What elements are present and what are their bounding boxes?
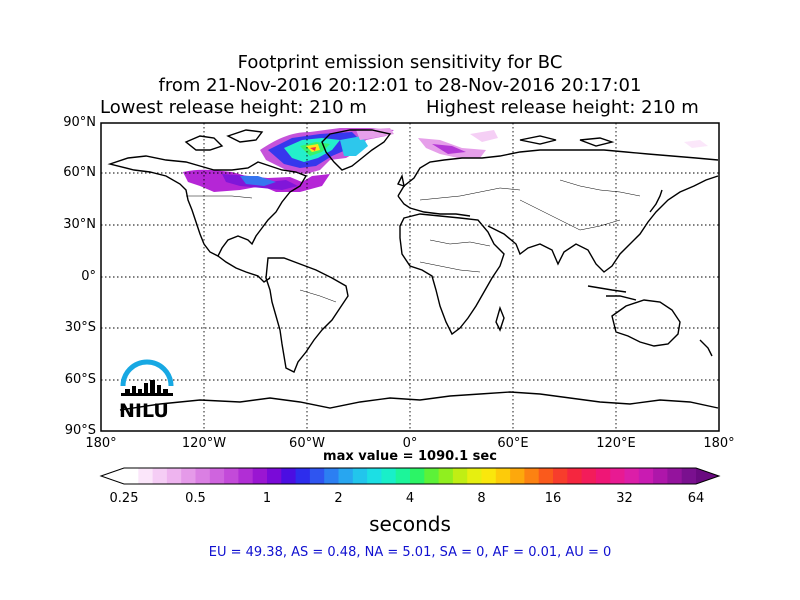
nilu-logo-text: NILU (119, 400, 169, 422)
colorbar-swatch (624, 468, 640, 484)
colorbar-swatch (467, 468, 482, 484)
colorbar-swatch (524, 468, 540, 484)
colorbar-swatch (410, 468, 425, 484)
colorbar-swatch (138, 468, 154, 484)
max-value-label: max value = 1090.1 sec (323, 449, 497, 464)
colorbar-swatch (352, 468, 368, 484)
colorbar-swatch (424, 468, 440, 484)
colorbar-swatch (181, 468, 196, 484)
colorbar-swatch (124, 468, 139, 484)
lat-label-30n: 30°N (63, 217, 96, 232)
colorbar-swatch (638, 468, 654, 484)
colorbar-swatch (152, 468, 168, 484)
lon-label-180w: 180° (85, 436, 117, 451)
colorbar-swatch (209, 468, 225, 484)
colorbar-swatch (324, 468, 339, 484)
colorbar-tick-label: 32 (616, 491, 633, 506)
colorbar-swatch (452, 468, 468, 484)
lat-label-30s: 30°S (64, 320, 96, 335)
colorbar-tick-label: 0.5 (185, 491, 206, 506)
colorbar-swatch (510, 468, 525, 484)
lon-label-0: 0° (402, 436, 418, 451)
lat-label-90s: 90°S (64, 423, 96, 438)
lat-label-60s: 60°S (64, 372, 96, 387)
colorbar-swatch (395, 468, 411, 484)
colorbar-swatch (166, 468, 182, 484)
colorbar-outline (99, 467, 721, 485)
colorbar-swatch (267, 468, 282, 484)
title-line-2: from 21-Nov-2016 20:12:01 to 28-Nov-2016… (158, 75, 642, 96)
colorbar-swatch (338, 468, 354, 484)
colorbar-tick-label: 0.25 (109, 491, 139, 506)
colorbar-swatch (553, 468, 568, 484)
colorbar-swatch (295, 468, 311, 484)
nilu-logo-icon (120, 359, 174, 396)
lon-label-60e: 60°E (497, 436, 529, 451)
colorbar-swatch (610, 468, 625, 484)
lon-label-60w: 60°W (289, 436, 325, 451)
colorbar-swatch (538, 468, 554, 484)
colorbar-swatch (567, 468, 583, 484)
nilu-logo: NILU (119, 356, 179, 422)
colorbar-swatch (238, 468, 254, 484)
colorbar-swatch (481, 468, 497, 484)
lon-label-120e: 120°E (596, 436, 636, 451)
colorbar-swatch (595, 468, 611, 484)
colorbar-swatch (381, 468, 397, 484)
colorbar-swatch (281, 468, 297, 484)
coastlines (107, 129, 719, 411)
colorbar-swatch (195, 468, 211, 484)
colorbar-swatch (495, 468, 511, 484)
colorbar-swatch (438, 468, 454, 484)
title-line-1: Footprint emission sensitivity for BC (237, 52, 563, 73)
region-values: EU = 49.38, AS = 0.48, NA = 5.01, SA = 0… (208, 545, 612, 560)
colorbar-min-arrow (101, 468, 124, 484)
lat-label-0: 0° (81, 269, 96, 284)
colorbar-swatch (653, 468, 668, 484)
colorbar-tick-label: 64 (687, 491, 705, 506)
lon-label-180e: 180° (703, 436, 735, 451)
footprint-plume (183, 128, 708, 192)
colorbar-swatch (367, 468, 382, 484)
colorbar (99, 467, 721, 485)
colorbar-swatch (581, 468, 597, 484)
graticule (101, 123, 719, 431)
colorbar-max-arrow (696, 468, 719, 484)
highest-release-height: Highest release height: 210 m (426, 97, 699, 118)
colorbar-swatch (667, 468, 683, 484)
colorbar-tick-label: 16 (544, 491, 562, 506)
colorbar-swatch (224, 468, 239, 484)
colorbar-units-label: seconds (369, 512, 451, 536)
lat-label-90n: 90°N (63, 115, 96, 130)
lon-label-120w: 120°W (181, 436, 227, 451)
colorbar-tick-label: 1 (262, 491, 272, 506)
lowest-release-height: Lowest release height: 210 m (100, 97, 367, 118)
colorbar-swatch (309, 468, 325, 484)
colorbar-tick-label: 4 (405, 491, 415, 506)
colorbar-swatch (252, 468, 268, 484)
map-frame (100, 122, 720, 432)
colorbar-tick-label: 8 (477, 491, 486, 506)
colorbar-swatch (681, 468, 697, 484)
lat-label-60n: 60°N (63, 165, 96, 180)
colorbar-tick-label: 2 (334, 491, 343, 506)
